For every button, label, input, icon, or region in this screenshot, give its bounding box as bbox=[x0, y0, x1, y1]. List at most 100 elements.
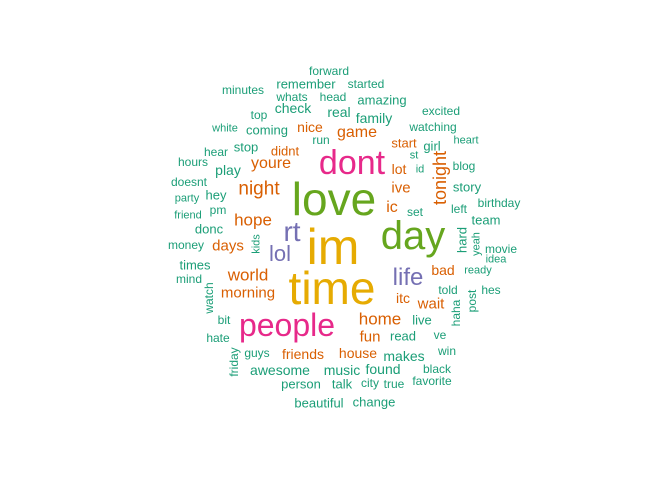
word-hope: hope bbox=[234, 210, 272, 230]
word-ve: ve bbox=[433, 328, 447, 342]
word-hey: hey bbox=[205, 187, 227, 203]
word-bit: bit bbox=[217, 313, 231, 327]
word-awesome: awesome bbox=[250, 362, 310, 378]
word-fun: fun bbox=[359, 328, 381, 346]
word-friend: friend bbox=[174, 209, 202, 222]
word-found: found bbox=[365, 361, 401, 377]
word-hes: hes bbox=[481, 283, 501, 297]
word-ready: ready bbox=[464, 264, 492, 277]
word-im: im bbox=[306, 219, 360, 275]
word-music: music bbox=[323, 362, 361, 378]
word-love: love bbox=[291, 173, 377, 225]
word-city: city bbox=[361, 376, 379, 390]
word-mind: mind bbox=[175, 272, 203, 286]
word-rt: rt bbox=[283, 216, 301, 247]
word-person: person bbox=[281, 376, 321, 392]
word-house: house bbox=[338, 345, 378, 361]
word-lot: lot bbox=[391, 161, 407, 177]
word-watch: watch bbox=[202, 282, 216, 314]
word-top: top bbox=[250, 108, 268, 122]
word-itc: itc bbox=[396, 290, 410, 306]
word-yeah: yeah bbox=[470, 232, 483, 256]
word-kids: kids bbox=[250, 234, 263, 254]
word-black: black bbox=[422, 362, 452, 376]
word-time: time bbox=[288, 262, 376, 314]
word-doesnt: doesnt bbox=[170, 175, 208, 189]
word-minutes: minutes bbox=[221, 83, 265, 97]
word-told: told bbox=[438, 283, 458, 297]
word-makes: makes bbox=[383, 348, 425, 364]
word-real: real bbox=[327, 104, 351, 120]
word-days: days bbox=[212, 237, 244, 255]
word-change: change bbox=[352, 394, 396, 410]
word-amazing: amazing bbox=[357, 92, 407, 108]
word-hate: hate bbox=[206, 331, 230, 345]
word-remember: remember bbox=[276, 76, 336, 92]
word-didnt: didnt bbox=[270, 143, 300, 159]
word-check: check bbox=[274, 100, 312, 116]
word-head: head bbox=[319, 90, 347, 104]
word-life: life bbox=[392, 264, 424, 291]
word-team: team bbox=[471, 212, 501, 228]
word-night: night bbox=[238, 178, 280, 200]
word-true: true bbox=[383, 377, 405, 391]
word-donc: donc bbox=[194, 221, 224, 237]
word-times: times bbox=[179, 257, 211, 273]
word-white: white bbox=[212, 122, 238, 135]
word-hard: hard bbox=[454, 226, 470, 254]
word-girl: girl bbox=[423, 138, 441, 154]
word-ic: ic bbox=[386, 199, 398, 216]
word-world: world bbox=[227, 265, 269, 285]
word-birthday: birthday bbox=[477, 196, 521, 210]
word-hear: hear bbox=[203, 145, 229, 159]
word-guys: guys bbox=[244, 346, 270, 360]
word-stop: stop bbox=[233, 139, 259, 155]
word-people: people bbox=[238, 307, 336, 343]
word-morning: morning bbox=[220, 284, 276, 302]
word-live: live bbox=[412, 312, 432, 328]
word-story: story bbox=[452, 179, 482, 195]
word-started: started bbox=[347, 77, 385, 91]
word-family: family bbox=[355, 110, 393, 126]
word-id: id bbox=[415, 163, 425, 176]
word-tonight: tonight bbox=[430, 150, 450, 206]
word-coming: coming bbox=[246, 122, 288, 138]
word-whats: whats bbox=[276, 90, 308, 104]
word-run: run bbox=[312, 133, 330, 147]
word-left: left bbox=[450, 202, 468, 216]
word-set: set bbox=[406, 205, 424, 219]
word-party: party bbox=[174, 192, 200, 205]
word-blog: blog bbox=[452, 159, 476, 173]
word-talk: talk bbox=[331, 376, 353, 392]
word-lol: lol bbox=[268, 241, 292, 266]
word-forward: forward bbox=[308, 64, 350, 78]
word-excited: excited bbox=[421, 104, 461, 118]
word-heart: heart bbox=[453, 134, 479, 147]
word-watching: watching bbox=[409, 120, 457, 134]
word-post: post bbox=[465, 289, 479, 313]
word-haha: haha bbox=[449, 299, 463, 327]
word-friends: friends bbox=[281, 346, 325, 362]
word-read: read bbox=[389, 328, 417, 344]
word-favorite: favorite bbox=[412, 374, 452, 388]
word-idea: idea bbox=[485, 253, 507, 266]
word-movie: movie bbox=[484, 242, 518, 256]
word-dont: dont bbox=[318, 144, 386, 182]
word-ive: ive bbox=[391, 179, 411, 197]
word-money: money bbox=[167, 238, 205, 252]
word-youre: youre bbox=[250, 155, 292, 172]
word-pm: pm bbox=[209, 203, 227, 217]
word-st: st bbox=[409, 149, 419, 162]
word-play: play bbox=[215, 162, 241, 178]
word-home: home bbox=[358, 309, 402, 329]
word-day: day bbox=[380, 214, 446, 258]
word-bad: bad bbox=[431, 262, 455, 278]
word-start: start bbox=[391, 135, 417, 151]
word-friday: friday bbox=[227, 347, 241, 377]
word-win: win bbox=[437, 344, 457, 358]
word-beautiful: beautiful bbox=[294, 395, 344, 411]
word-game: game bbox=[336, 124, 378, 141]
word-wait: wait bbox=[417, 295, 445, 313]
word-nice: nice bbox=[297, 119, 323, 135]
